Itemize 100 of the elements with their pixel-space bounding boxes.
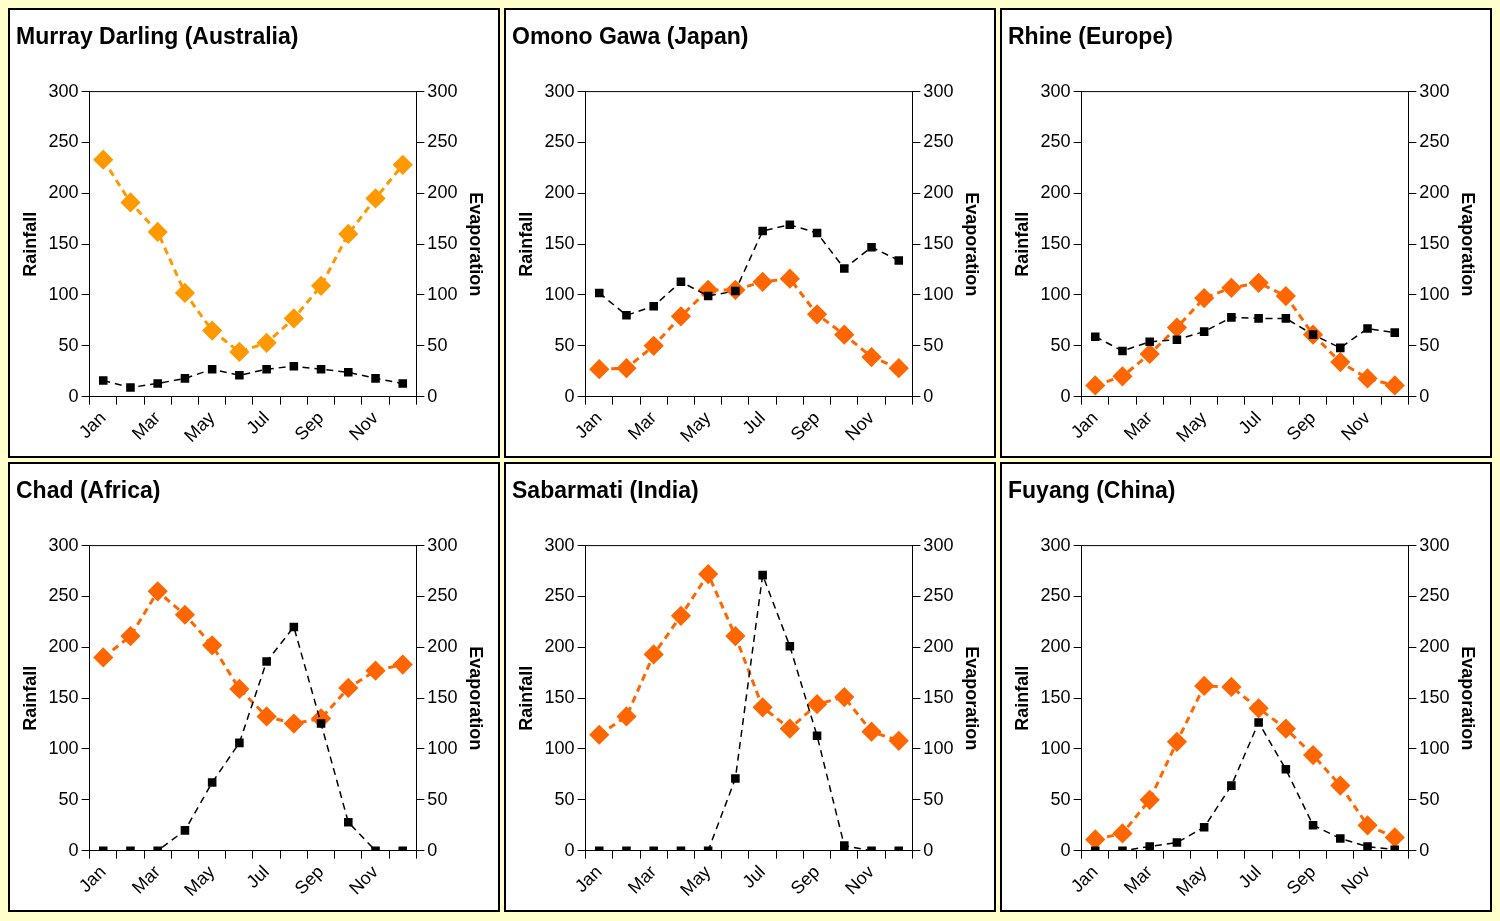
y2-tick-label: 250 [427,585,458,606]
y-tick-label: 50 [58,788,79,809]
y2-tick-label: 0 [427,385,438,406]
y-tick-label: 200 [1040,182,1071,203]
x-tick-label: Sep [1282,861,1320,899]
y2-tick-label: 150 [923,687,954,708]
y-tick-label: 150 [1040,687,1071,708]
x-tick-label: Nov [841,407,878,445]
x-tick-label: May [1172,861,1211,900]
x-tick-label: Jul [738,861,769,892]
y-axis-title: Rainfall [1011,211,1032,277]
y2-tick-label: 100 [923,283,954,304]
y2-tick-label: 0 [1419,385,1430,406]
y2-tick-label: 300 [427,80,458,101]
y-tick-label: 100 [1040,737,1071,758]
y2-tick-label: 150 [1419,687,1450,708]
y-tick-label: 250 [1040,585,1071,606]
x-tick-label: Mar [623,861,661,898]
y-axis-title: Rainfall [19,211,40,277]
y2-tick-label: 150 [427,687,458,708]
y2-tick-label: 300 [1419,534,1450,555]
y2-tick-label: 0 [1419,839,1430,860]
y2-tick-label: 250 [1419,131,1450,152]
y2-tick-label: 100 [427,737,458,758]
x-tick-label: Mar [1119,861,1157,898]
y2-tick-label: 50 [427,788,448,809]
x-tick-label: Nov [841,861,878,899]
y-tick-label: 250 [544,131,575,152]
y2-axis-title: Evaporation [1458,646,1479,751]
y-tick-label: 150 [48,687,79,708]
x-tick-label: May [676,407,715,446]
y2-tick-label: 200 [923,182,954,203]
x-tick-label: Jan [1066,407,1102,443]
y2-tick-label: 300 [923,80,954,101]
x-tick-label: Jul [242,407,273,438]
y2-tick-label: 200 [427,636,458,657]
y-tick-label: 250 [48,131,79,152]
y-axis-title: Rainfall [19,665,40,731]
y-tick-label: 200 [1040,636,1071,657]
x-tick-label: Sep [290,407,328,445]
y2-tick-label: 200 [1419,182,1450,203]
x-tick-label: Mar [127,407,165,444]
chart-title: Fuyang (China) [1008,477,1176,504]
y2-tick-label: 0 [923,839,934,860]
y2-tick-label: 250 [923,131,954,152]
x-tick-label: Sep [786,861,824,899]
y-tick-label: 50 [58,334,79,355]
y-tick-label: 150 [48,233,79,254]
y2-axis-title: Evaporation [466,646,487,751]
y-axis-title: Rainfall [515,211,536,277]
chart-title: Chad (Africa) [16,477,161,504]
x-tick-label: May [676,861,715,900]
chart-title: Omono Gawa (Japan) [512,23,749,50]
y2-tick-label: 250 [427,131,458,152]
x-tick-label: Jan [74,861,110,897]
y-tick-label: 200 [544,636,575,657]
x-tick-label: Nov [1337,407,1374,445]
y-tick-label: 150 [1040,233,1071,254]
y2-axis-title: Evaporation [1458,192,1479,297]
x-tick-label: Nov [345,861,382,899]
y-tick-label: 0 [1060,839,1071,860]
x-tick-label: May [180,407,219,446]
y-tick-label: 100 [544,737,575,758]
x-tick-label: Sep [786,407,824,445]
y2-tick-label: 250 [923,585,954,606]
y-tick-label: 150 [544,233,575,254]
y-tick-label: 300 [544,80,575,101]
y-tick-label: 0 [564,385,575,406]
x-tick-label: Jul [242,861,273,892]
y-tick-label: 100 [1040,283,1071,304]
y2-tick-label: 50 [1419,788,1440,809]
y-axis-title: Rainfall [515,665,536,731]
x-tick-label: Jan [1066,861,1102,897]
y2-tick-label: 300 [923,534,954,555]
y-axis-title: Rainfall [1011,665,1032,731]
y2-tick-label: 200 [427,182,458,203]
y2-tick-label: 300 [1419,80,1450,101]
x-tick-label: Jul [1234,861,1265,892]
x-tick-label: Jan [570,407,606,443]
x-tick-label: May [1172,407,1211,446]
x-tick-label: Jan [74,407,110,443]
y2-tick-label: 200 [923,636,954,657]
x-tick-label: Jan [570,861,606,897]
x-tick-label: Mar [623,407,661,444]
y-tick-label: 50 [1050,334,1071,355]
y2-tick-label: 0 [427,839,438,860]
x-tick-label: Nov [345,407,382,445]
y-tick-label: 300 [1040,534,1071,555]
x-tick-label: Sep [1282,407,1320,445]
y-tick-label: 50 [554,788,575,809]
x-tick-label: Mar [1119,407,1157,444]
y-tick-label: 300 [1040,80,1071,101]
y-tick-label: 0 [68,385,79,406]
y2-tick-label: 150 [427,233,458,254]
y-tick-label: 300 [544,534,575,555]
y2-tick-label: 100 [923,737,954,758]
y2-tick-label: 300 [427,534,458,555]
y-tick-label: 100 [48,737,79,758]
y-tick-label: 200 [48,182,79,203]
x-tick-label: Mar [127,861,165,898]
